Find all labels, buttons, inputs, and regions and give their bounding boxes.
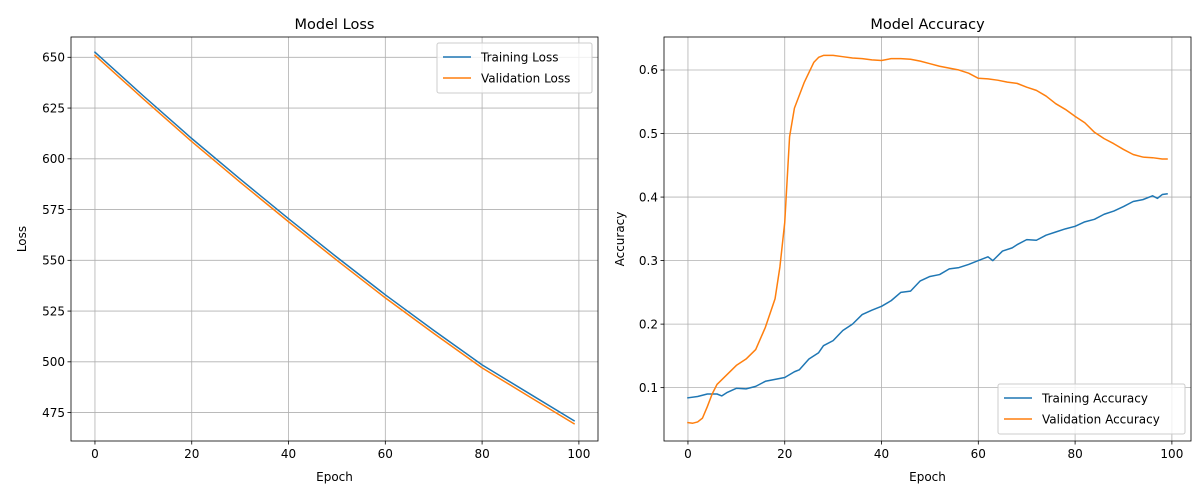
accuracy-y-tick-label: 0.5 xyxy=(639,127,658,141)
legend-label-validation-loss: Validation Loss xyxy=(481,71,570,85)
accuracy-x-tick-label: 100 xyxy=(1160,447,1183,461)
loss-y-tick-label: 600 xyxy=(42,152,65,166)
loss-legend-box xyxy=(436,42,593,94)
accuracy-x-tick-label: 0 xyxy=(684,447,692,461)
loss-chart-x-axis-label: Epoch xyxy=(316,470,353,484)
accuracy-y-tick-label: 0.3 xyxy=(639,254,658,268)
accuracy-legend-box xyxy=(997,383,1186,435)
loss-x-tick-label: 80 xyxy=(474,447,489,461)
loss-y-tick-label: 525 xyxy=(42,304,65,318)
accuracy-chart-x-axis-label: Epoch xyxy=(909,470,946,484)
loss-x-tick-label: 40 xyxy=(281,447,296,461)
accuracy-y-tick-label: 0.4 xyxy=(639,190,658,204)
accuracy-x-tick-label: 80 xyxy=(1067,447,1082,461)
loss-chart-legend: Training Loss Validation Loss xyxy=(436,42,593,94)
accuracy-chart-title: Model Accuracy xyxy=(870,17,985,33)
legend-label-validation-accuracy: Validation Accuracy xyxy=(1042,412,1160,426)
loss-y-tick-label: 625 xyxy=(42,101,65,115)
accuracy-y-tick-label: 0.6 xyxy=(639,63,658,77)
accuracy-x-tick-label: 40 xyxy=(874,447,889,461)
loss-series-validation-loss xyxy=(93,54,576,425)
legend-label-training-accuracy: Training Accuracy xyxy=(1041,391,1148,405)
accuracy-y-tick-label: 0.2 xyxy=(639,317,658,331)
loss-x-tick-label: 0 xyxy=(91,447,99,461)
loss-y-tick-label: 500 xyxy=(42,355,65,369)
accuracy-series-training-accuracy xyxy=(687,193,1168,399)
loss-series-training-loss xyxy=(93,51,576,422)
loss-y-tick-label: 550 xyxy=(42,254,65,268)
loss-x-tick-label: 20 xyxy=(184,447,199,461)
accuracy-chart: 0 20 40 60 80 100 0.1 0.2 0.3 0.4 0.5 0.6 Model Acc… xyxy=(613,17,1192,484)
accuracy-x-tick-label: 20 xyxy=(777,447,792,461)
accuracy-chart-frame xyxy=(663,36,1192,442)
loss-chart-frame xyxy=(70,36,599,442)
loss-chart: 0 20 40 60 80 100 475 500 525 550 575 600 625 650 Mod… xyxy=(15,17,599,484)
accuracy-x-tick-label: 60 xyxy=(971,447,986,461)
loss-x-tick-label: 60 xyxy=(378,447,393,461)
loss-y-tick-label: 475 xyxy=(42,406,65,420)
accuracy-chart-legend: Training Accuracy Validation Accuracy xyxy=(997,383,1186,435)
legend-label-training-loss: Training Loss xyxy=(480,50,558,64)
accuracy-y-tick-label: 0.1 xyxy=(639,381,658,395)
accuracy-chart-y-axis-label: Accuracy xyxy=(613,212,627,267)
loss-x-tick-label: 100 xyxy=(567,447,590,461)
loss-chart-title: Model Loss xyxy=(295,17,375,33)
loss-y-tick-label: 575 xyxy=(42,203,65,217)
loss-chart-y-axis-label: Loss xyxy=(15,226,29,252)
accuracy-series-validation-accuracy xyxy=(687,54,1168,424)
loss-y-tick-label: 650 xyxy=(42,51,65,65)
